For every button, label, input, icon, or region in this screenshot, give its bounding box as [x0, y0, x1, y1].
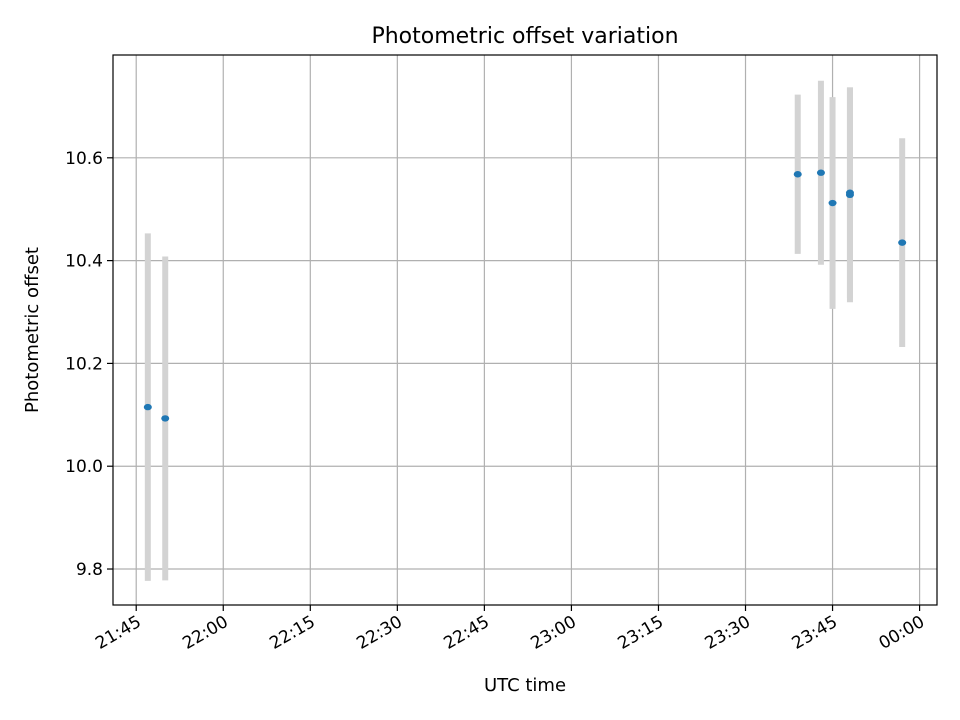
- data-layer: [143, 80, 907, 581]
- y-tick-label: 10.4: [65, 252, 103, 272]
- data-point: [816, 169, 825, 176]
- plot-frame: [112, 54, 938, 606]
- x-axis-label: UTC time: [484, 675, 566, 696]
- data-point: [845, 189, 854, 196]
- data-point: [143, 403, 152, 411]
- y-tick-label: 10.0: [65, 457, 103, 477]
- data-point: [828, 199, 837, 207]
- y-tick-label: 10.6: [65, 149, 103, 169]
- y-tick-label: 9.8: [76, 560, 103, 580]
- chart-title: Photometric offset variation: [371, 24, 678, 49]
- y-axis-label: Photometric offset: [22, 247, 43, 413]
- data-point: [898, 239, 907, 246]
- grid-layer: [113, 55, 937, 605]
- data-point: [161, 415, 170, 422]
- data-point: [793, 171, 802, 178]
- y-tick-label: 10.2: [65, 354, 103, 374]
